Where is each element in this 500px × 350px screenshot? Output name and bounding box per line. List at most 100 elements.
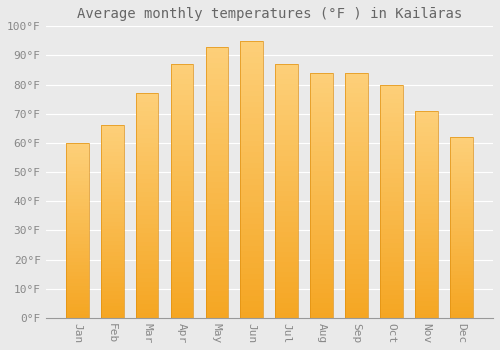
Bar xyxy=(101,272,124,275)
Bar xyxy=(450,173,472,177)
Bar xyxy=(170,120,194,125)
Bar xyxy=(136,93,158,98)
Bar xyxy=(310,220,333,225)
Bar xyxy=(310,141,333,146)
Bar xyxy=(380,206,403,211)
Bar xyxy=(136,255,158,260)
Bar xyxy=(240,262,263,268)
Bar xyxy=(346,230,368,235)
Bar xyxy=(170,100,194,105)
Bar xyxy=(206,247,229,253)
Bar xyxy=(101,160,124,164)
Bar xyxy=(206,122,229,128)
Bar xyxy=(310,313,333,318)
Bar xyxy=(206,313,229,318)
Bar xyxy=(170,135,194,140)
Bar xyxy=(101,125,124,318)
Bar xyxy=(415,115,438,119)
Bar xyxy=(380,211,403,215)
Bar xyxy=(310,308,333,313)
Bar xyxy=(136,183,158,188)
Bar xyxy=(101,299,124,302)
Bar xyxy=(240,207,263,213)
Bar xyxy=(415,227,438,231)
Bar xyxy=(450,144,472,148)
Bar xyxy=(240,135,263,141)
Bar xyxy=(346,136,368,141)
Bar xyxy=(346,249,368,254)
Bar xyxy=(66,265,88,269)
Bar xyxy=(276,206,298,211)
Bar xyxy=(346,303,368,308)
Bar xyxy=(310,97,333,102)
Bar xyxy=(450,188,472,191)
Bar xyxy=(276,232,298,237)
Bar xyxy=(206,112,229,117)
Bar xyxy=(66,185,88,188)
Bar xyxy=(346,313,368,318)
Bar xyxy=(101,195,124,198)
Bar xyxy=(136,206,158,210)
Bar xyxy=(276,293,298,297)
Bar xyxy=(310,166,333,171)
Bar xyxy=(206,237,229,242)
Bar xyxy=(136,314,158,318)
Bar xyxy=(346,78,368,83)
Bar xyxy=(380,145,403,150)
Bar xyxy=(310,78,333,83)
Bar xyxy=(380,127,403,131)
Bar xyxy=(380,85,403,318)
Bar xyxy=(101,141,124,145)
Bar xyxy=(415,314,438,318)
Bar xyxy=(276,287,298,293)
Bar xyxy=(380,136,403,141)
Bar xyxy=(136,300,158,304)
Bar xyxy=(310,83,333,88)
Bar xyxy=(206,182,229,188)
Bar xyxy=(240,246,263,251)
Bar xyxy=(310,274,333,279)
Bar xyxy=(136,147,158,152)
Bar xyxy=(170,252,194,257)
Bar xyxy=(170,206,194,211)
Bar xyxy=(170,155,194,161)
Bar xyxy=(240,130,263,135)
Bar xyxy=(276,64,298,69)
Bar xyxy=(276,150,298,155)
Bar xyxy=(240,168,263,174)
Bar xyxy=(450,296,472,300)
Bar xyxy=(450,137,472,318)
Bar xyxy=(380,271,403,276)
Bar xyxy=(170,150,194,155)
Bar xyxy=(415,119,438,123)
Bar xyxy=(136,224,158,228)
Bar xyxy=(310,181,333,186)
Bar xyxy=(450,231,472,235)
Bar xyxy=(276,176,298,181)
Bar xyxy=(66,283,88,286)
Bar xyxy=(310,156,333,161)
Bar xyxy=(450,166,472,170)
Bar xyxy=(170,282,194,287)
Bar xyxy=(415,252,438,256)
Bar xyxy=(66,227,88,230)
Bar xyxy=(276,298,298,303)
Bar xyxy=(170,226,194,232)
Bar xyxy=(346,132,368,136)
Bar xyxy=(101,175,124,179)
Bar xyxy=(346,244,368,249)
Bar xyxy=(346,308,368,313)
Bar xyxy=(101,164,124,168)
Bar xyxy=(415,210,438,215)
Bar xyxy=(170,161,194,166)
Bar xyxy=(346,127,368,132)
Bar xyxy=(206,296,229,302)
Bar xyxy=(136,264,158,268)
Bar xyxy=(415,297,438,301)
Bar xyxy=(66,237,88,241)
Bar xyxy=(240,202,263,207)
Bar xyxy=(346,195,368,200)
Bar xyxy=(450,162,472,166)
Bar xyxy=(346,190,368,195)
Bar xyxy=(136,241,158,246)
